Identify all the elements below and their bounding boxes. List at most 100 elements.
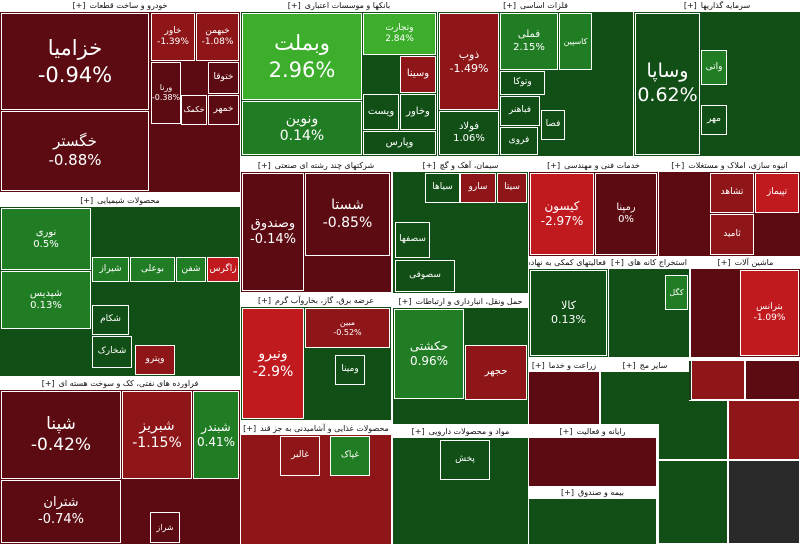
stock-tile[interactable]: وتجارت 2.84% (363, 13, 436, 55)
stock-tile[interactable]: رمپنا 0% (595, 173, 657, 255)
stock-tile[interactable]: پخش (440, 440, 490, 480)
stock-change: -1.49% (449, 61, 489, 75)
stock-tile[interactable]: شستا -0.85% (305, 173, 390, 256)
sector-title: خدمات فنی و مهندسی (564, 161, 640, 170)
stock-tile[interactable]: فروی (500, 127, 538, 155)
stock-tile[interactable]: شبندر 0.41% (193, 391, 239, 479)
stock-tile[interactable]: شپنا -0.42% (1, 391, 121, 479)
expand-button[interactable]: [+] (411, 427, 425, 436)
expand-button[interactable]: [+] (287, 1, 301, 10)
stock-tile[interactable]: خبهمن -1.08% (196, 13, 239, 61)
stock-tile[interactable]: فباهنر (500, 96, 540, 126)
stock-tile[interactable]: وساپا 0.62% (635, 13, 700, 155)
stock-tile[interactable]: ونوین 0.14% (242, 101, 362, 155)
stock-tile[interactable]: شکام (92, 305, 129, 335)
stock-tile[interactable]: سیتا (497, 173, 527, 203)
stock-tile[interactable]: تپیماز (755, 173, 799, 213)
stock-tile[interactable]: شیراز (92, 257, 129, 282)
sector: بانکها و موسسات اعتباری[+] وبملت 2.96% ونوی… (241, 0, 437, 156)
stock-name: کالا (561, 299, 576, 313)
stock-tile[interactable]: ختوقا (208, 62, 239, 94)
stock-tile[interactable]: غپاک (330, 436, 370, 476)
stock-name: ومینا (341, 364, 359, 375)
stock-tile[interactable]: ونیرو -2.9% (242, 308, 304, 419)
stock-tile[interactable]: کاسپین (559, 13, 592, 70)
expand-button[interactable]: [+] (503, 1, 517, 10)
stock-tile[interactable]: مهر (701, 105, 727, 135)
expand-button[interactable]: [+] (561, 488, 574, 497)
stock-tile[interactable]: بوعلی (130, 257, 175, 282)
expand-button[interactable]: [+] (41, 379, 55, 388)
stock-tile[interactable]: وتوکا (500, 71, 545, 95)
stock-tile[interactable]: خکمک (181, 95, 207, 125)
stock-tile[interactable]: شراز (150, 512, 180, 543)
stock-tile[interactable]: نوری 0.5% (1, 208, 91, 270)
expand-button[interactable]: [+] (257, 161, 271, 170)
stock-tile[interactable]: خاور -1.39% (151, 13, 195, 61)
filler-tile (691, 360, 745, 400)
stock-tile[interactable]: سارو (460, 173, 496, 203)
expand-button[interactable]: [+] (243, 424, 257, 433)
expand-button[interactable]: [+] (610, 258, 624, 267)
stock-tile[interactable]: بترانس -1.09% (740, 270, 799, 356)
stock-tile[interactable]: واتی (701, 50, 727, 85)
stock-name: وتوکا (513, 77, 532, 88)
sector-title: محصولات غذایی و آشامیدنی به جز قند (260, 424, 389, 433)
stock-tile[interactable]: کیسون -2.97% (530, 173, 594, 255)
expand-button[interactable]: [+] (258, 296, 271, 305)
filler-tile (745, 360, 800, 400)
expand-button[interactable]: [+] (398, 297, 412, 306)
stock-tile[interactable]: فصا (541, 110, 565, 140)
stock-name: سیتا (504, 182, 520, 193)
stock-tile[interactable]: وبملت 2.96% (242, 13, 362, 100)
stock-tile[interactable]: وخاور (400, 94, 436, 130)
stock-tile[interactable]: مبین -0.52% (305, 308, 390, 348)
stock-tile[interactable]: غالبر (280, 436, 320, 476)
expand-button[interactable]: [+] (622, 361, 636, 370)
stock-tile[interactable]: سیاها (425, 173, 460, 203)
stock-tile[interactable]: ومینا (335, 355, 365, 385)
stock-tile[interactable]: خگستر -0.88% (1, 111, 149, 191)
expand-button[interactable]: [+] (683, 1, 697, 10)
stock-tile[interactable]: کالا 0.13% (530, 270, 607, 356)
sector-header: بیمه و صندوق[+] (529, 487, 656, 499)
stock-name: ختوقا (213, 72, 234, 83)
expand-button[interactable]: [+] (671, 161, 685, 170)
stock-tile[interactable]: فملی 2.15% (500, 13, 558, 70)
stock-tile[interactable]: خمهر (208, 95, 239, 125)
stock-tile[interactable]: شبریز -1.15% (122, 391, 192, 479)
stock-tile[interactable]: سصوفی (395, 260, 455, 292)
stock-tile[interactable]: ویست (363, 94, 399, 130)
stock-tile[interactable]: وسینا (400, 56, 436, 93)
stock-tile[interactable]: شتران -0.74% (1, 480, 121, 543)
stock-tile[interactable]: وصندوق -0.14% (242, 173, 304, 291)
stock-tile[interactable]: شپدیس 0.13% (1, 271, 91, 329)
stock-tile[interactable]: ذوب -1.49% (439, 13, 499, 110)
expand-button[interactable]: [+] (717, 258, 731, 267)
expand-button[interactable]: [+] (531, 361, 545, 370)
sector: محصولات غذایی و آشامیدنی به جز قند[+] غال… (241, 423, 391, 544)
stock-name: تپیماز (766, 187, 788, 198)
stock-tile[interactable]: ورنا -0.38% (151, 62, 181, 124)
stock-tile[interactable]: ثامید (710, 214, 754, 255)
stock-tile[interactable]: خزامیا -0.94% (1, 13, 149, 110)
stock-tile[interactable]: شفن (176, 257, 206, 282)
expand-button[interactable]: [+] (422, 161, 436, 170)
stock-tile[interactable]: وپترو (135, 345, 175, 375)
stock-name: ورنا (159, 83, 173, 92)
stock-tile[interactable]: سصفها (395, 222, 430, 258)
stock-tile[interactable]: فولاد 1.06% (439, 111, 499, 155)
stock-tile[interactable]: حکشتی 0.96% (394, 309, 464, 399)
expand-button[interactable]: [+] (547, 161, 561, 170)
stock-tile[interactable]: وپارس (363, 131, 436, 155)
sector: زراعت و خدما[+] (529, 360, 599, 424)
stock-tile[interactable]: شخارک (92, 336, 132, 368)
stock-tile[interactable]: زاگرس (207, 257, 239, 282)
expand-button[interactable]: [+] (80, 196, 94, 205)
stock-name: فملی (517, 29, 541, 40)
stock-tile[interactable]: کگل (665, 275, 688, 310)
stock-tile[interactable]: حجهر (465, 345, 527, 400)
expand-button[interactable]: [+] (72, 1, 86, 10)
expand-button[interactable]: [+] (559, 427, 573, 436)
stock-tile[interactable]: تشاهد (710, 173, 754, 213)
